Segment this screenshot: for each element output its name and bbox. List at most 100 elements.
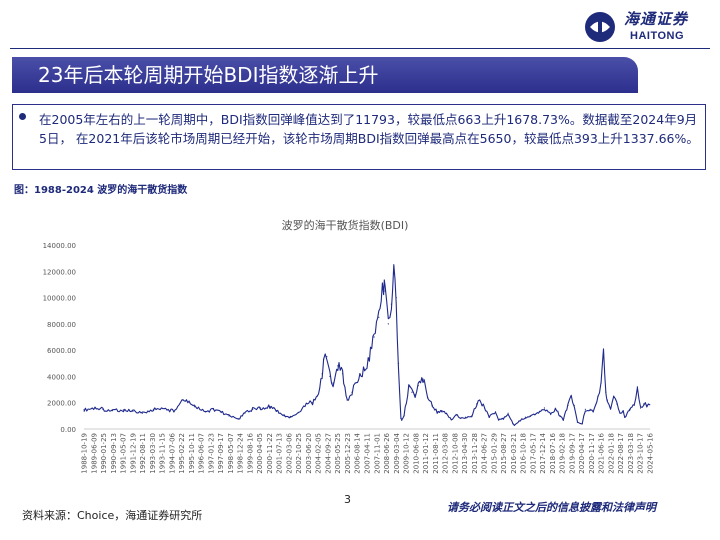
data-point xyxy=(383,286,385,288)
x-tick-label: 2004-02-05 xyxy=(315,433,323,474)
data-point xyxy=(589,408,591,410)
page-number: 3 xyxy=(344,493,351,506)
x-axis: 1988-10-19 1989-06-09 1990-01-25 1990-09-13… xyxy=(81,428,655,474)
data-point xyxy=(244,412,246,414)
data-point xyxy=(342,373,344,375)
data-point xyxy=(636,386,639,388)
chart-title: 波罗的海干散货指数(BDI) xyxy=(282,218,409,232)
series-layer xyxy=(83,264,651,426)
data-point xyxy=(132,410,134,412)
x-tick-label: 1998-12-24 xyxy=(237,432,245,473)
data-point xyxy=(606,399,609,401)
data-point xyxy=(397,362,400,364)
y-tick-label: 4000.00 xyxy=(47,373,76,381)
x-tick-label: 2001-07-13 xyxy=(276,433,284,474)
x-tick-label: 1991-12-19 xyxy=(129,433,137,474)
data-point xyxy=(83,409,85,411)
data-point xyxy=(122,409,124,411)
data-point xyxy=(351,391,353,393)
data-point xyxy=(332,382,334,384)
x-tick-label: 2002-03-06 xyxy=(285,432,293,473)
data-point xyxy=(502,417,504,420)
x-tick-label: 2007-04-11 xyxy=(364,433,372,474)
x-tick-label: 2017-05-17 xyxy=(529,433,537,474)
x-tick-label: 1992-08-11 xyxy=(139,433,147,474)
x-tick-label: 2002-10-25 xyxy=(295,433,303,474)
data-point xyxy=(321,373,323,375)
data-point xyxy=(471,415,473,417)
data-point xyxy=(422,378,424,380)
x-tick-label: 2015-01-29 xyxy=(490,433,498,474)
data-point xyxy=(573,404,575,406)
data-point xyxy=(488,416,490,418)
data-point xyxy=(373,336,375,338)
data-point xyxy=(326,356,328,358)
data-point xyxy=(643,403,645,405)
source-note: 资料来源：Choice，海通证券研究所 xyxy=(22,509,203,522)
y-tick-label: 12000.00 xyxy=(43,268,76,276)
x-tick-label: 2020-04-17 xyxy=(578,433,586,474)
x-tick-label: 1996-06-07 xyxy=(198,433,206,474)
x-tick-label: 2005-05-25 xyxy=(334,433,342,474)
data-point xyxy=(576,421,579,423)
data-point xyxy=(616,403,618,405)
y-tick-label: 2000.00 xyxy=(47,400,76,408)
data-point xyxy=(346,399,348,401)
data-point xyxy=(605,391,607,393)
data-point xyxy=(455,413,457,416)
title-banner: 23年后本轮周期开始BDI指数逐渐上升 xyxy=(12,57,638,93)
x-tick-label: 2020-11-17 xyxy=(588,433,596,474)
data-point xyxy=(581,423,583,425)
x-tick-label: 1991-05-07 xyxy=(120,433,128,474)
slide-title: 23年后本轮周期开始BDI指数逐渐上升 xyxy=(38,63,379,87)
data-point xyxy=(592,411,594,413)
data-point xyxy=(619,412,621,414)
data-point xyxy=(220,411,222,413)
x-tick-label: 1993-11-15 xyxy=(159,433,167,474)
data-point xyxy=(610,407,612,409)
data-point xyxy=(408,386,410,388)
data-point xyxy=(559,415,561,417)
haitong-logo-icon xyxy=(585,12,615,42)
x-tick-label: 1988-10-19 xyxy=(81,433,89,474)
data-point xyxy=(567,404,569,406)
x-tick-label: 1997-01-23 xyxy=(207,433,215,474)
data-point xyxy=(337,365,339,367)
data-point xyxy=(539,411,541,413)
data-point xyxy=(476,403,478,405)
data-point xyxy=(417,385,419,387)
data-point xyxy=(173,410,175,412)
data-point xyxy=(185,400,188,402)
data-point xyxy=(602,354,605,356)
x-tick-label: 2013-04-30 xyxy=(461,433,469,474)
data-point xyxy=(162,408,164,410)
x-tick-label: 2007-11-01 xyxy=(373,433,381,474)
data-point xyxy=(305,402,307,404)
data-point xyxy=(193,406,195,408)
data-point xyxy=(390,303,392,305)
x-tick-label: 2011-08-11 xyxy=(432,433,440,474)
data-point xyxy=(633,404,635,406)
data-point xyxy=(152,408,154,410)
x-tick-label: 2019-02-18 xyxy=(559,433,567,474)
x-tick-label: 2018-07-16 xyxy=(549,432,557,473)
data-point xyxy=(584,408,587,410)
data-point xyxy=(393,273,395,275)
data-point xyxy=(141,412,143,414)
data-point xyxy=(600,382,602,384)
data-point xyxy=(494,411,497,413)
x-tick-label: 2003-06-20 xyxy=(305,433,313,474)
summary-box: 在2005年左右的上一轮周期中，BDI指数回弹峰值达到了11793，较最低点66… xyxy=(12,104,706,170)
data-point xyxy=(646,404,648,406)
data-point xyxy=(312,402,314,404)
data-point xyxy=(436,411,438,413)
data-point xyxy=(479,399,481,401)
data-point xyxy=(269,406,271,408)
data-point xyxy=(550,413,552,416)
data-point xyxy=(237,418,240,420)
data-point xyxy=(562,419,564,421)
y-tick-label: 14000.00 xyxy=(43,242,76,250)
data-point xyxy=(554,408,557,410)
data-point xyxy=(518,420,520,422)
x-tick-label: 2022-01-18 xyxy=(607,433,615,474)
